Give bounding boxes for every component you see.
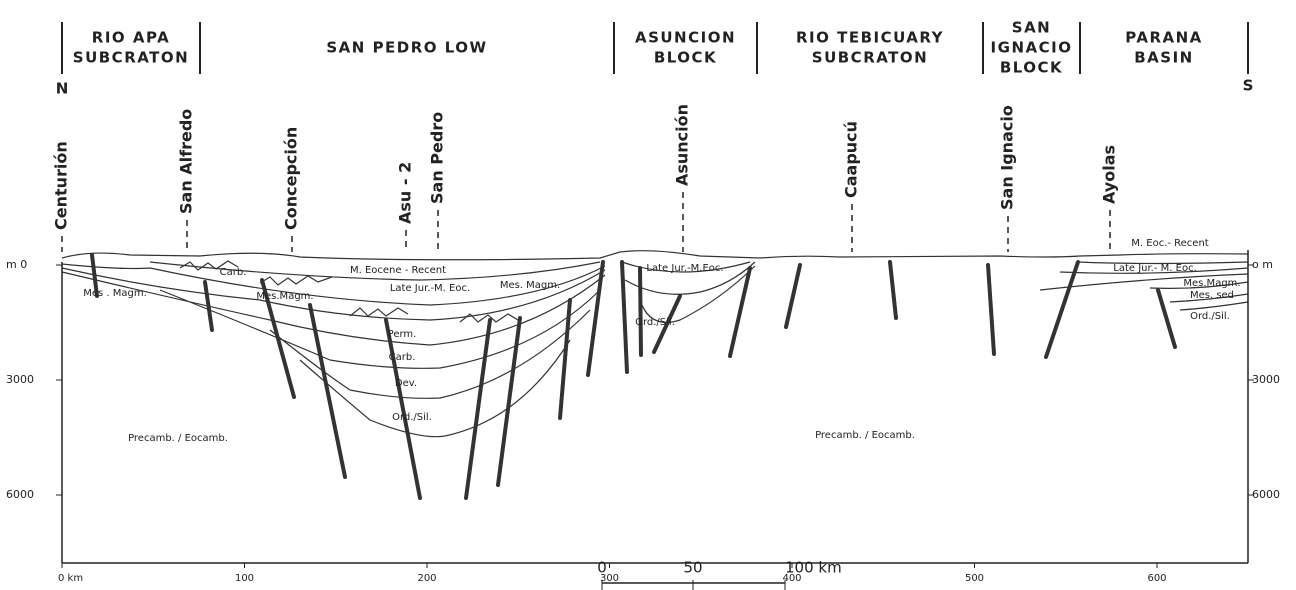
magmatic xyxy=(260,276,332,285)
unit-label: Mes. sed xyxy=(1190,290,1234,301)
unit-label: Late Jur.-M. Eoc. xyxy=(390,283,470,294)
fault xyxy=(310,305,345,477)
unit-label: Perm. xyxy=(388,329,417,340)
well-label: Centurión xyxy=(52,141,71,230)
unit-label: Precamb. / Eocamb. xyxy=(815,430,915,441)
well-label: San Ignacio xyxy=(998,105,1017,210)
depth-label: 6000 xyxy=(6,488,34,501)
region-label: IGNACIO xyxy=(991,39,1073,57)
unit-label: Dev. xyxy=(395,378,417,389)
region-label: BASIN xyxy=(1134,49,1193,67)
south-label: S xyxy=(1243,77,1254,95)
unit-label: Mes . Magm. xyxy=(83,288,147,299)
region-label: RIO TEBICUARY xyxy=(796,29,944,47)
unit-label: Mes.Magm. xyxy=(256,291,313,302)
frame xyxy=(62,250,1248,583)
depth-label: m 0 xyxy=(6,258,27,271)
fault xyxy=(622,262,627,372)
faults xyxy=(92,255,1175,498)
scale-label: 0 xyxy=(597,559,607,577)
well-label: Asunción xyxy=(673,104,692,186)
distance-label: 500 xyxy=(965,573,984,584)
fault xyxy=(1046,262,1078,357)
fault xyxy=(466,320,490,498)
fault xyxy=(640,268,641,355)
region-label: SAN xyxy=(1012,19,1051,37)
unit-label: Late Jur.-M.Eoc. xyxy=(646,263,723,274)
region-label: SUBCRATON xyxy=(812,49,928,67)
layer xyxy=(300,340,570,437)
scale-label: 100 km xyxy=(785,559,842,577)
depth-label: o m xyxy=(1252,258,1273,271)
layer xyxy=(1180,302,1248,310)
well-label: San Pedro xyxy=(428,112,447,204)
unit-label: M. Eoc.- Recent xyxy=(1131,238,1209,249)
distance-label: 0 km xyxy=(58,573,83,584)
region-label: RIO APA xyxy=(92,29,170,47)
unit-label: Carb. xyxy=(220,267,247,278)
well-label: Asu - 2 xyxy=(396,162,415,224)
unit-label: M. Eocene - Recent xyxy=(350,265,446,276)
distance-label: 600 xyxy=(1147,573,1166,584)
region-label: BLOCK xyxy=(1000,59,1063,77)
unit-label: Ord./Sil. xyxy=(635,317,675,328)
depth-label: 6000 xyxy=(1252,488,1280,501)
unit-label: Precamb. / Eocamb. xyxy=(128,433,228,444)
unit-label: Carb. xyxy=(389,352,416,363)
surface xyxy=(62,251,1248,260)
region-label: SAN PEDRO LOW xyxy=(326,39,487,57)
region-label: BLOCK xyxy=(654,49,717,67)
depth-label: 3000 xyxy=(6,373,34,386)
cross-section: RIO APA SUBCRATON SAN PEDRO LOW ASUNCION BLO… xyxy=(0,0,1296,590)
region-label: PARANA xyxy=(1125,29,1203,47)
fault xyxy=(730,268,750,356)
well-label: Concepción xyxy=(282,127,301,230)
fault xyxy=(386,320,420,498)
unit-label: Ord./Sil. xyxy=(392,412,432,423)
region-label: ASUNCION xyxy=(635,29,736,47)
scale-label: 50 xyxy=(683,559,702,577)
magmatic xyxy=(350,308,408,316)
fault xyxy=(1158,290,1175,347)
region-label: SUBCRATON xyxy=(73,49,189,67)
depth-label: 3000 xyxy=(1252,373,1280,386)
fault xyxy=(786,265,800,327)
unit-label: Mes.Magm. xyxy=(1183,278,1240,289)
unit-label: Ord./Sil. xyxy=(1190,311,1230,322)
north-label: N xyxy=(56,80,69,98)
distance-label: 100 xyxy=(235,573,254,584)
unit-label: Mes. Magm. xyxy=(500,280,560,291)
well-label: Ayolas xyxy=(1100,145,1119,204)
fault xyxy=(890,262,896,318)
fault xyxy=(988,265,994,354)
distance-label: 200 xyxy=(417,573,436,584)
unit-label: Late Jur.- M. Eoc. xyxy=(1113,263,1197,274)
well-label: Caapucú xyxy=(842,121,861,198)
geology xyxy=(62,251,1248,437)
fault xyxy=(560,300,570,418)
well-label: San Alfredo xyxy=(177,109,196,214)
